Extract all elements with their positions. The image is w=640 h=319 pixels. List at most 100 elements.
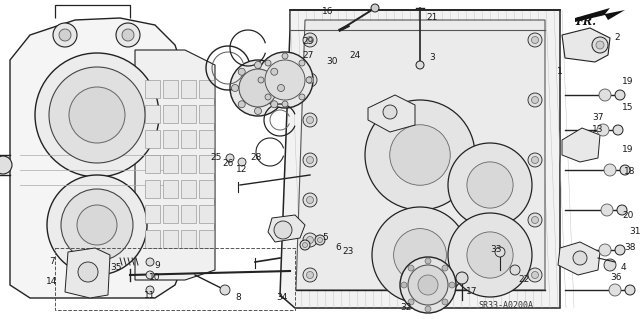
Circle shape xyxy=(230,60,286,116)
Circle shape xyxy=(573,251,587,265)
Bar xyxy=(145,230,160,248)
Text: 16: 16 xyxy=(323,8,333,17)
Circle shape xyxy=(592,37,608,53)
Bar xyxy=(145,130,160,148)
Circle shape xyxy=(61,189,133,261)
Circle shape xyxy=(442,265,448,271)
Bar xyxy=(199,230,214,248)
Circle shape xyxy=(604,164,616,176)
Circle shape xyxy=(599,89,611,101)
Polygon shape xyxy=(368,95,415,132)
Circle shape xyxy=(609,284,621,296)
Circle shape xyxy=(238,158,246,166)
Circle shape xyxy=(601,204,613,216)
Circle shape xyxy=(122,29,134,41)
Circle shape xyxy=(400,257,456,313)
Polygon shape xyxy=(296,20,545,290)
Bar xyxy=(163,155,178,173)
Text: 27: 27 xyxy=(302,50,314,60)
Text: 19: 19 xyxy=(622,145,634,154)
Circle shape xyxy=(307,271,314,278)
Bar xyxy=(199,180,214,198)
Circle shape xyxy=(307,77,314,84)
Circle shape xyxy=(239,69,277,107)
Circle shape xyxy=(77,205,117,245)
Text: 5: 5 xyxy=(322,234,328,242)
Circle shape xyxy=(510,265,520,275)
Circle shape xyxy=(271,101,278,108)
Bar xyxy=(163,205,178,223)
Text: 13: 13 xyxy=(592,125,604,135)
Polygon shape xyxy=(562,128,600,162)
Text: 28: 28 xyxy=(250,153,262,162)
Text: 8: 8 xyxy=(235,293,241,302)
Circle shape xyxy=(401,282,407,288)
Bar xyxy=(199,80,214,98)
Circle shape xyxy=(315,235,325,245)
Circle shape xyxy=(300,240,310,250)
Circle shape xyxy=(78,262,98,282)
Bar xyxy=(181,80,196,98)
Text: 15: 15 xyxy=(622,103,634,113)
Polygon shape xyxy=(280,10,560,308)
Circle shape xyxy=(303,233,317,247)
Circle shape xyxy=(531,271,538,278)
Text: 32: 32 xyxy=(400,303,412,313)
Circle shape xyxy=(265,60,271,66)
Circle shape xyxy=(625,285,635,295)
Bar xyxy=(145,180,160,198)
Text: 21: 21 xyxy=(426,13,438,23)
Circle shape xyxy=(599,244,611,256)
Circle shape xyxy=(258,77,264,83)
Circle shape xyxy=(116,23,140,47)
Text: 19: 19 xyxy=(622,78,634,86)
Text: 14: 14 xyxy=(46,278,58,286)
Circle shape xyxy=(620,165,630,175)
Circle shape xyxy=(271,68,278,75)
Circle shape xyxy=(146,258,154,266)
Circle shape xyxy=(418,275,438,295)
Circle shape xyxy=(255,62,262,69)
Text: 33: 33 xyxy=(490,246,502,255)
Text: 4: 4 xyxy=(620,263,626,272)
Circle shape xyxy=(0,156,12,174)
Circle shape xyxy=(449,282,455,288)
Circle shape xyxy=(299,60,305,66)
Polygon shape xyxy=(65,248,110,298)
Text: 2: 2 xyxy=(614,33,620,42)
Circle shape xyxy=(425,306,431,312)
Text: 3: 3 xyxy=(429,54,435,63)
Circle shape xyxy=(408,265,414,271)
Circle shape xyxy=(238,68,245,75)
Circle shape xyxy=(146,286,154,294)
Circle shape xyxy=(365,100,475,210)
Circle shape xyxy=(408,265,448,305)
Circle shape xyxy=(238,101,245,108)
Circle shape xyxy=(307,157,314,164)
Circle shape xyxy=(317,238,323,242)
Circle shape xyxy=(442,299,448,305)
Text: 24: 24 xyxy=(349,50,360,60)
Circle shape xyxy=(617,205,627,215)
Text: 25: 25 xyxy=(211,152,221,161)
Text: 35: 35 xyxy=(110,263,122,272)
Circle shape xyxy=(49,67,145,163)
Text: 26: 26 xyxy=(222,159,234,167)
Circle shape xyxy=(265,60,305,100)
Polygon shape xyxy=(10,18,185,298)
Bar xyxy=(199,205,214,223)
Text: FR.: FR. xyxy=(575,16,596,27)
Circle shape xyxy=(307,197,314,204)
Bar xyxy=(199,130,214,148)
Bar xyxy=(199,105,214,123)
Bar xyxy=(163,180,178,198)
Circle shape xyxy=(303,153,317,167)
Circle shape xyxy=(615,90,625,100)
Bar xyxy=(145,205,160,223)
Circle shape xyxy=(274,221,292,239)
Text: 20: 20 xyxy=(622,211,634,219)
Bar xyxy=(181,205,196,223)
Circle shape xyxy=(456,272,468,284)
Bar xyxy=(181,180,196,198)
Circle shape xyxy=(303,113,317,127)
